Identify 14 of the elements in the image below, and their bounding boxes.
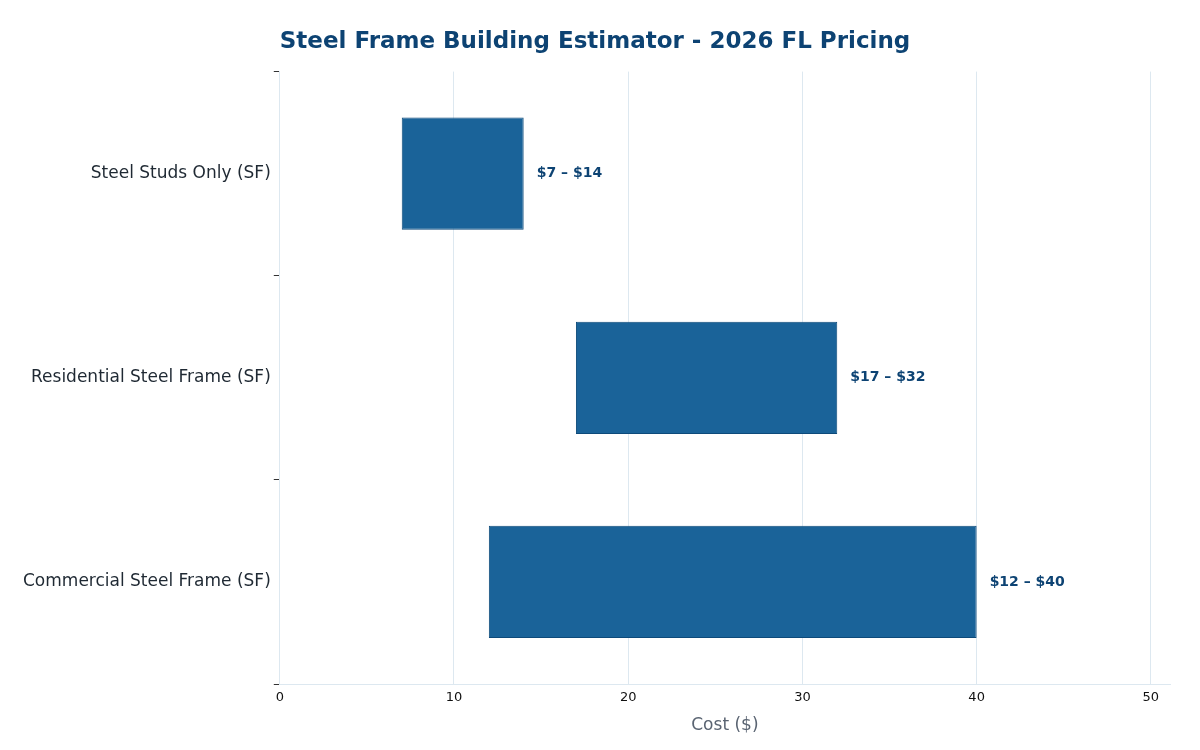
y-tick-label: Steel Studs Only (SF) [90,162,271,183]
annotation: $12 – $40 [989,572,1066,589]
y-tick-label: Commercial Steel Frame (SF) [22,570,271,591]
x-axis-title: Cost ($) [691,714,759,735]
x-tick-label: 30 [794,689,811,705]
annotation: $17 – $32 [850,368,926,385]
chart-title: Steel Frame Building Estimator - 2026 FL Pricing [279,26,911,53]
x-tick-label: 10 [445,689,463,705]
annotation: $7 – $14 [536,164,603,181]
x-tick-label: 40 [968,689,985,705]
x-tick-label: 20 [619,689,637,705]
y-tick-label: Residential Steel Frame (SF) [31,366,271,387]
x-tick-label: 50 [1142,689,1160,705]
x-tick-label: 0 [275,689,284,705]
